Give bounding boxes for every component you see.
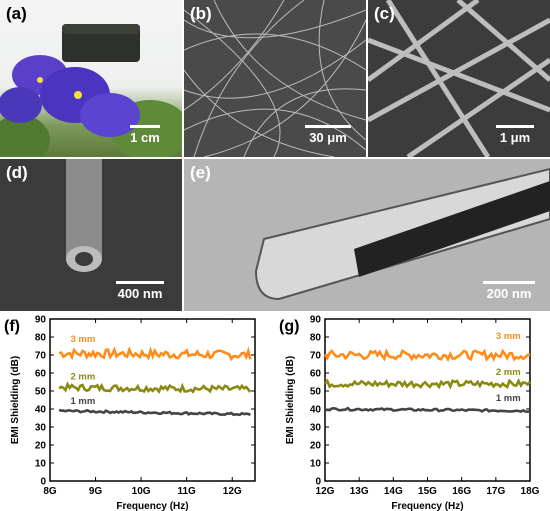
scale-bar: 30 μm xyxy=(298,125,358,145)
x-axis-label: Frequency (Hz) xyxy=(116,501,188,511)
y-tick-label: 70 xyxy=(35,351,47,362)
emi-chart-f: (f) 0 10 20 30 40 50 60 70 80 90 8G 9G 10G 11G 12G Frequ… xyxy=(4,315,256,511)
y-tick-label: 60 xyxy=(35,369,47,380)
series-label: 3 mm xyxy=(71,334,96,345)
hollow-fiber-image xyxy=(66,159,102,272)
y-tick-label: 90 xyxy=(35,315,47,326)
y-tick-label: 10 xyxy=(310,459,322,470)
nanofiber-closeup-image xyxy=(368,0,550,157)
y-tick-label: 0 xyxy=(40,477,46,488)
series-label: 2 mm xyxy=(71,371,96,382)
y-tick-label: 30 xyxy=(35,423,47,434)
panel-label: (b) xyxy=(190,4,212,23)
y-tick-label: 10 xyxy=(35,459,47,470)
series-label: 1 mm xyxy=(496,393,521,404)
panel-label: (d) xyxy=(6,163,28,182)
series-label: 2 mm xyxy=(496,367,521,378)
series-line xyxy=(324,377,532,390)
x-tick-label: 18G xyxy=(521,486,540,497)
scale-bar: 200 nm xyxy=(478,281,540,301)
x-tick-label: 12G xyxy=(223,486,242,497)
panel-label: (e) xyxy=(190,163,211,182)
panel-label: (g) xyxy=(279,318,299,335)
y-tick-label: 80 xyxy=(310,333,322,344)
y-tick-label: 0 xyxy=(315,477,321,488)
panel-label: (a) xyxy=(6,4,27,23)
violet-flowers-image xyxy=(0,24,182,157)
panel-e-tem: (e) 200 nm xyxy=(184,159,550,311)
panel-label: (c) xyxy=(374,4,395,23)
emi-chart-g: (g) 0 10 20 30 40 50 60 70 80 90 12G 13G 14G 15G 16G 17G… xyxy=(279,315,540,511)
panel-b-sem: (b) 30 μm xyxy=(184,0,366,157)
panel-d-sem: (d) 400 nm xyxy=(0,159,182,311)
y-tick-label: 60 xyxy=(310,369,322,380)
series-label: 3 mm xyxy=(496,331,521,342)
x-tick-label: 8G xyxy=(43,486,57,497)
y-axis-label: EMI Shielding (dB) xyxy=(10,356,21,444)
x-tick-label: 13G xyxy=(350,486,369,497)
panel-label: (f) xyxy=(4,318,20,335)
plot-frame xyxy=(49,318,256,482)
y-tick-label: 20 xyxy=(310,441,322,452)
y-tick-label: 70 xyxy=(310,351,322,362)
panel-a-photo: (a) 1 cm xyxy=(0,0,182,157)
tem-fiber-image xyxy=(254,167,550,301)
series-line xyxy=(58,381,252,394)
y-axis-label: EMI Shielding (dB) xyxy=(285,356,296,444)
x-tick-label: 16G xyxy=(452,486,471,497)
x-tick-label: 12G xyxy=(316,486,335,497)
scale-bar: 400 nm xyxy=(110,281,170,301)
x-tick-label: 11G xyxy=(177,486,196,497)
scale-label: 30 μm xyxy=(309,130,347,145)
series-line xyxy=(324,406,531,414)
x-tick-label: 17G xyxy=(486,486,505,497)
y-tick-label: 40 xyxy=(310,405,322,416)
series-line xyxy=(58,346,252,362)
scale-label: 1 cm xyxy=(130,130,160,145)
x-tick-label: 10G xyxy=(132,486,151,497)
x-axis-label: Frequency (Hz) xyxy=(391,501,463,511)
scale-label: 1 μm xyxy=(499,130,531,145)
y-tick-label: 90 xyxy=(310,315,322,326)
series-line xyxy=(58,408,251,417)
series-label: 1 mm xyxy=(71,396,96,407)
y-tick-label: 50 xyxy=(310,387,322,398)
y-tick-label: 30 xyxy=(310,423,322,434)
y-tick-label: 50 xyxy=(35,387,47,398)
y-tick-label: 40 xyxy=(35,405,47,416)
scale-bar: 1 cm xyxy=(120,125,170,145)
scale-bar: 1 μm xyxy=(490,125,540,145)
x-tick-label: 14G xyxy=(384,486,403,497)
x-tick-label: 15G xyxy=(418,486,437,497)
scale-label: 400 nm xyxy=(117,286,163,301)
y-tick-label: 20 xyxy=(35,441,47,452)
scale-label: 200 nm xyxy=(486,286,532,301)
series-line xyxy=(323,348,531,363)
x-tick-label: 9G xyxy=(89,486,103,497)
panel-c-sem: (c) 1 μm xyxy=(368,0,550,157)
nanofiber-network-image xyxy=(184,0,366,157)
y-tick-label: 80 xyxy=(35,333,47,344)
